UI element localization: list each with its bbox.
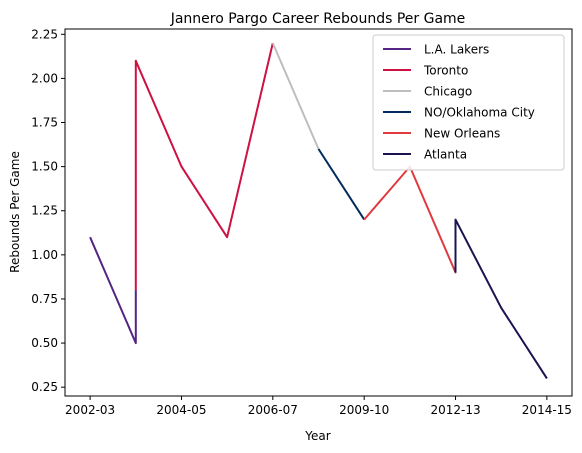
series-line-2	[271, 42, 320, 150]
y-tick-label: 0.25	[31, 380, 58, 394]
x-tick-label: 2009-10	[339, 403, 389, 417]
legend-label: NO/Oklahoma City	[424, 106, 535, 120]
legend-label: Atlanta	[424, 148, 467, 162]
x-tick-label: 2012-13	[430, 403, 480, 417]
y-tick-label: 1.75	[31, 116, 58, 130]
legend-label: L.A. Lakers	[424, 43, 489, 57]
legend-label: New Orleans	[424, 127, 500, 141]
x-tick-label: 2014-15	[522, 403, 572, 417]
legend-label: Toronto	[423, 64, 468, 78]
y-tick-label: 2.25	[31, 27, 58, 41]
series-line-5	[454, 218, 548, 379]
series-line-0	[89, 236, 137, 345]
chart-title: Jannero Pargo Career Rebounds Per Game	[170, 11, 466, 27]
series-layer	[89, 42, 548, 379]
legend: L.A. Lakers Toronto Chicago NO/Oklahoma Cit…	[372, 34, 565, 171]
x-tick-label: 2004-05	[156, 403, 206, 417]
plot-frame	[64, 28, 573, 397]
y-tick-label: 2.00	[31, 71, 58, 85]
x-tick-label: 2006-07	[248, 403, 298, 417]
legend-label: Chicago	[424, 85, 472, 99]
series-line-4	[363, 165, 457, 274]
y-axis-label: Rebounds Per Game	[8, 151, 22, 273]
y-tick-label: 0.50	[31, 336, 58, 350]
y-axis: 0.25 0.50 0.75 1.00 1.25 1.50 1.75 2.00 2.25	[31, 27, 65, 394]
y-tick-label: 0.75	[31, 292, 58, 306]
x-axis-label: Year	[304, 429, 330, 443]
y-tick-label: 1.50	[31, 160, 58, 174]
y-tick-label: 1.00	[31, 248, 58, 262]
x-tick-label: 2002-03	[65, 403, 115, 417]
series-line-1	[134, 42, 274, 291]
series-line-3	[317, 148, 366, 221]
x-axis: 2002-03 2004-05 2006-07 2009-10 2012-13 2014-…	[65, 396, 572, 417]
y-tick-label: 1.25	[31, 204, 58, 218]
legend-frame	[372, 34, 565, 171]
